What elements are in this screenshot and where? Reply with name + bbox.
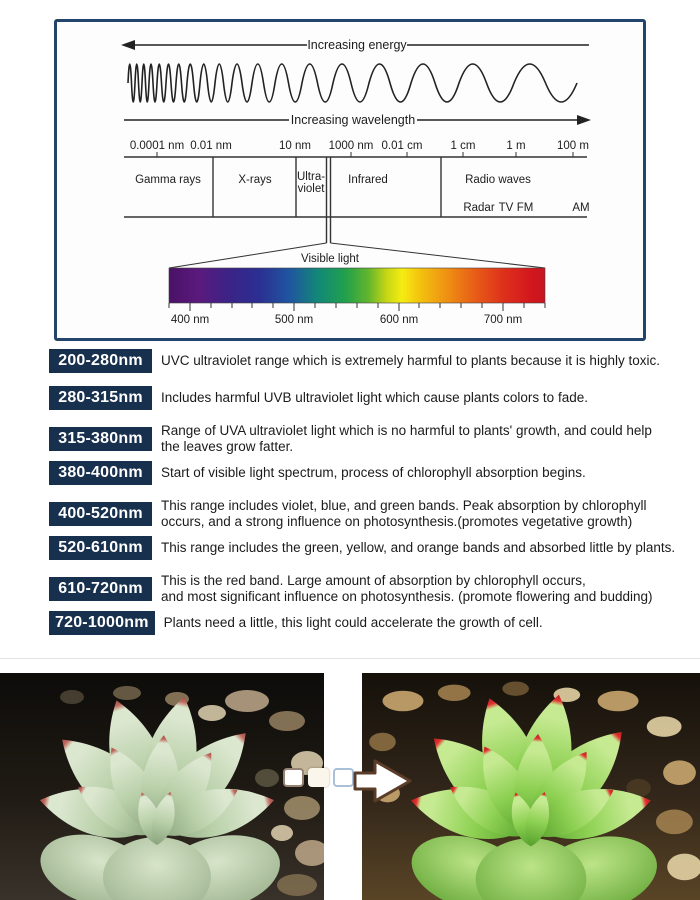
range-row-200-280: 200-280nm UVC ultraviolet range which is…: [49, 349, 692, 373]
range-description: Range of UVA ultraviolet light which is …: [161, 423, 652, 455]
range-badge: 400-520nm: [49, 502, 152, 526]
radio-sub-tv: TV: [499, 202, 514, 214]
range-description: Start of visible light spectrum, process…: [161, 465, 586, 481]
band-radio-label: Radio waves: [465, 174, 531, 186]
range-badge: 280-315nm: [49, 386, 152, 410]
range-row-315-380: 315-380nm Range of UVA ultraviolet light…: [49, 423, 692, 455]
range-description: Plants need a little, this light could a…: [164, 615, 543, 631]
radio-sub-fm: FM: [517, 202, 534, 214]
range-badge: 520-610nm: [49, 536, 152, 560]
radio-sub-radar: Radar: [463, 202, 494, 214]
em-wave: [127, 63, 578, 103]
spectrum-600nm-label: 600 nm: [380, 314, 418, 326]
band-box-lines: [124, 156, 587, 243]
range-row-380-400: 380-400nm Start of visible light spectru…: [49, 461, 692, 485]
scale-tick-label: 10 nm: [279, 140, 311, 152]
left-arrowhead: [121, 40, 135, 50]
desc-line: UVC ultraviolet range which is extremely…: [161, 353, 660, 368]
succulent-rosette: [35, 691, 280, 900]
photo-after-succulent: [362, 673, 700, 900]
desc-line: the leaves grow fatter.: [161, 439, 294, 454]
scale-tick-label: 0.01 nm: [190, 140, 232, 152]
wavelength-scale-labels: 0.0001 nm 0.01 nm 10 nm 1000 nm 0.01 cm …: [130, 140, 589, 152]
band-xrays-label: X-rays: [238, 174, 271, 186]
range-row-400-520: 400-520nm This range includes violet, bl…: [49, 498, 692, 530]
visible-fan-lines: [168, 242, 546, 269]
desc-line: This range includes the green, yellow, a…: [161, 540, 676, 555]
step-square-2: [308, 768, 329, 787]
band-infrared-label: Infrared: [348, 174, 388, 186]
radio-sub-labels: Radar TV FM AM: [463, 202, 589, 214]
em-spectrum-diagram: Increasing energy Increasing wavelength …: [54, 19, 646, 341]
scale-tick-label: 1000 nm: [329, 140, 374, 152]
range-description: Includes harmful UVB ultraviolet light w…: [161, 390, 588, 406]
spectrum-minor-ticks: [168, 303, 546, 311]
desc-line: This is the red band. Large amount of ab…: [161, 573, 586, 588]
increasing-wavelength-arrow: [124, 115, 591, 125]
step-square-1: [283, 768, 304, 787]
scale-tick-label: 0.0001 nm: [130, 140, 184, 152]
scale-ticks: [156, 152, 574, 157]
visible-spectrum-bar: [168, 267, 546, 304]
scale-tick-label: 100 m: [557, 140, 589, 152]
section-divider: [0, 658, 700, 659]
band-uv-label-line2: violet: [298, 183, 326, 195]
wavelength-ranges-list: 200-280nm UVC ultraviolet range which is…: [0, 349, 700, 648]
step-square-3: [333, 768, 354, 787]
increasing-energy-label: Increasing energy: [307, 38, 407, 52]
increasing-wavelength-label: Increasing wavelength: [291, 113, 415, 127]
photo-before-succulent: [0, 673, 324, 900]
desc-line: Plants need a little, this light could a…: [163, 615, 543, 630]
succulent-after-illustration: [362, 673, 700, 900]
em-spectrum-svg: Increasing energy Increasing wavelength …: [121, 38, 591, 326]
range-badge: 720-1000nm: [49, 611, 155, 635]
range-description: This range includes the green, yellow, a…: [161, 540, 675, 556]
radio-sub-am: AM: [572, 202, 589, 214]
succulent-rosette: [406, 689, 657, 900]
range-badge: 610-720nm: [49, 577, 152, 601]
band-gamma-label: Gamma rays: [135, 174, 201, 186]
visible-light-label: Visible light: [301, 253, 360, 265]
range-badge: 315-380nm: [49, 427, 152, 451]
spectrum-700nm-label: 700 nm: [484, 314, 522, 326]
succulent-before-illustration: [0, 673, 324, 900]
desc-line: This range includes violet, blue, and gr…: [161, 498, 647, 513]
band-uv-label-line1: Ultra-: [297, 171, 325, 183]
range-description: This is the red band. Large amount of ab…: [161, 573, 653, 605]
spectrum-500nm-label: 500 nm: [275, 314, 313, 326]
desc-line: and most significant influence on photos…: [161, 589, 653, 604]
range-badge: 200-280nm: [49, 349, 152, 373]
spectrum-tick-labels: 400 nm 500 nm 600 nm 700 nm: [171, 314, 522, 326]
range-row-720-1000: 720-1000nm Plants need a little, this li…: [49, 611, 692, 635]
pebbles: [369, 681, 700, 881]
desc-line: Range of UVA ultraviolet light which is …: [161, 423, 652, 438]
desc-line: occurs, and a strong influence on photos…: [161, 514, 633, 529]
range-row-610-720: 610-720nm This is the red band. Large am…: [49, 573, 692, 605]
range-row-520-610: 520-610nm This range includes the green,…: [49, 536, 692, 560]
right-arrowhead: [577, 115, 591, 125]
range-description: UVC ultraviolet range which is extremely…: [161, 353, 660, 369]
desc-line: Start of visible light spectrum, process…: [161, 465, 586, 480]
spectrum-400nm-label: 400 nm: [171, 314, 209, 326]
range-badge: 380-400nm: [49, 461, 152, 485]
range-description: This range includes violet, blue, and gr…: [161, 498, 647, 530]
scale-tick-label: 0.01 cm: [382, 140, 423, 152]
desc-line: Includes harmful UVB ultraviolet light w…: [161, 390, 588, 405]
right-arrow-icon: [353, 759, 412, 803]
band-labels: Gamma rays X-rays Ultra- violet Infrared…: [135, 171, 531, 195]
scale-tick-label: 1 m: [506, 140, 525, 152]
scale-tick-label: 1 cm: [451, 140, 476, 152]
comparison-photos: [0, 673, 700, 900]
increasing-energy-arrow: [121, 40, 589, 50]
range-row-280-315: 280-315nm Includes harmful UVB ultraviol…: [49, 386, 692, 410]
